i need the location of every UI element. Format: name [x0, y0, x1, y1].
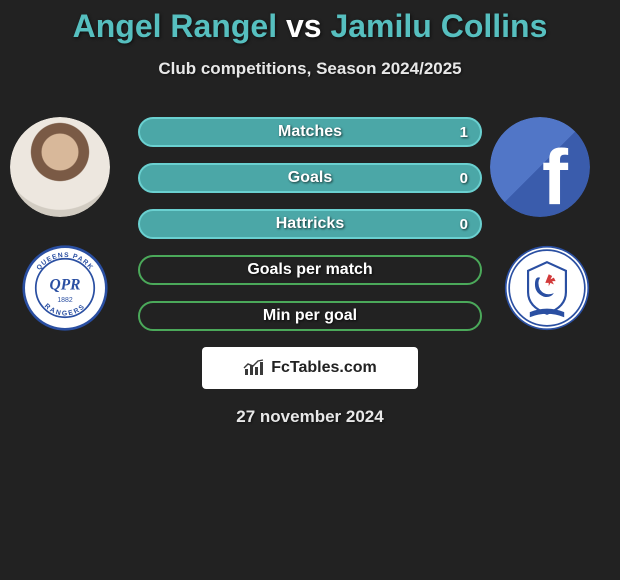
stat-label: Min per goal: [263, 307, 357, 325]
stat-bar-hattricks: Hattricks 0: [138, 209, 482, 239]
stat-label: Goals per match: [247, 261, 372, 279]
facebook-icon: f: [490, 117, 590, 217]
facebook-f-glyph: f: [542, 132, 568, 217]
stat-label: Goals: [288, 169, 332, 187]
main-panel: f QUEENS PARK RANGERS QPR 1882: [0, 117, 620, 427]
stat-bars: Matches 1 Goals 0 Hattricks 0 Goals per …: [138, 117, 482, 331]
player1-photo-placeholder: [10, 117, 110, 217]
subtitle: Club competitions, Season 2024/2025: [0, 59, 620, 79]
stat-label: Hattricks: [276, 215, 344, 233]
fctables-chart-icon: [243, 359, 265, 377]
fctables-badge: FcTables.com: [202, 347, 418, 389]
player2-club-crest: [504, 245, 590, 331]
player2-avatar: f: [490, 117, 590, 217]
stat-value-right: 0: [460, 216, 468, 233]
stat-bar-goals: Goals 0: [138, 163, 482, 193]
fctables-text: FcTables.com: [271, 359, 377, 377]
comparison-title: Angel Rangel vs Jamilu Collins: [0, 0, 620, 45]
stat-bar-goals-per-match: Goals per match: [138, 255, 482, 285]
stat-bar-matches: Matches 1: [138, 117, 482, 147]
player1-avatar: [10, 117, 110, 217]
stat-value-right: 1: [460, 124, 468, 141]
date-text: 27 november 2024: [0, 407, 620, 427]
player1-club-crest: QUEENS PARK RANGERS QPR 1882: [22, 245, 108, 331]
crest-year: 1882: [57, 297, 72, 304]
player2-name: Jamilu Collins: [330, 8, 547, 44]
stat-label: Matches: [278, 123, 342, 141]
vs-text: vs: [286, 8, 322, 44]
crest-monogram: QPR: [50, 277, 81, 294]
player1-name: Angel Rangel: [73, 8, 277, 44]
stat-bar-min-per-goal: Min per goal: [138, 301, 482, 331]
stat-value-right: 0: [460, 170, 468, 187]
